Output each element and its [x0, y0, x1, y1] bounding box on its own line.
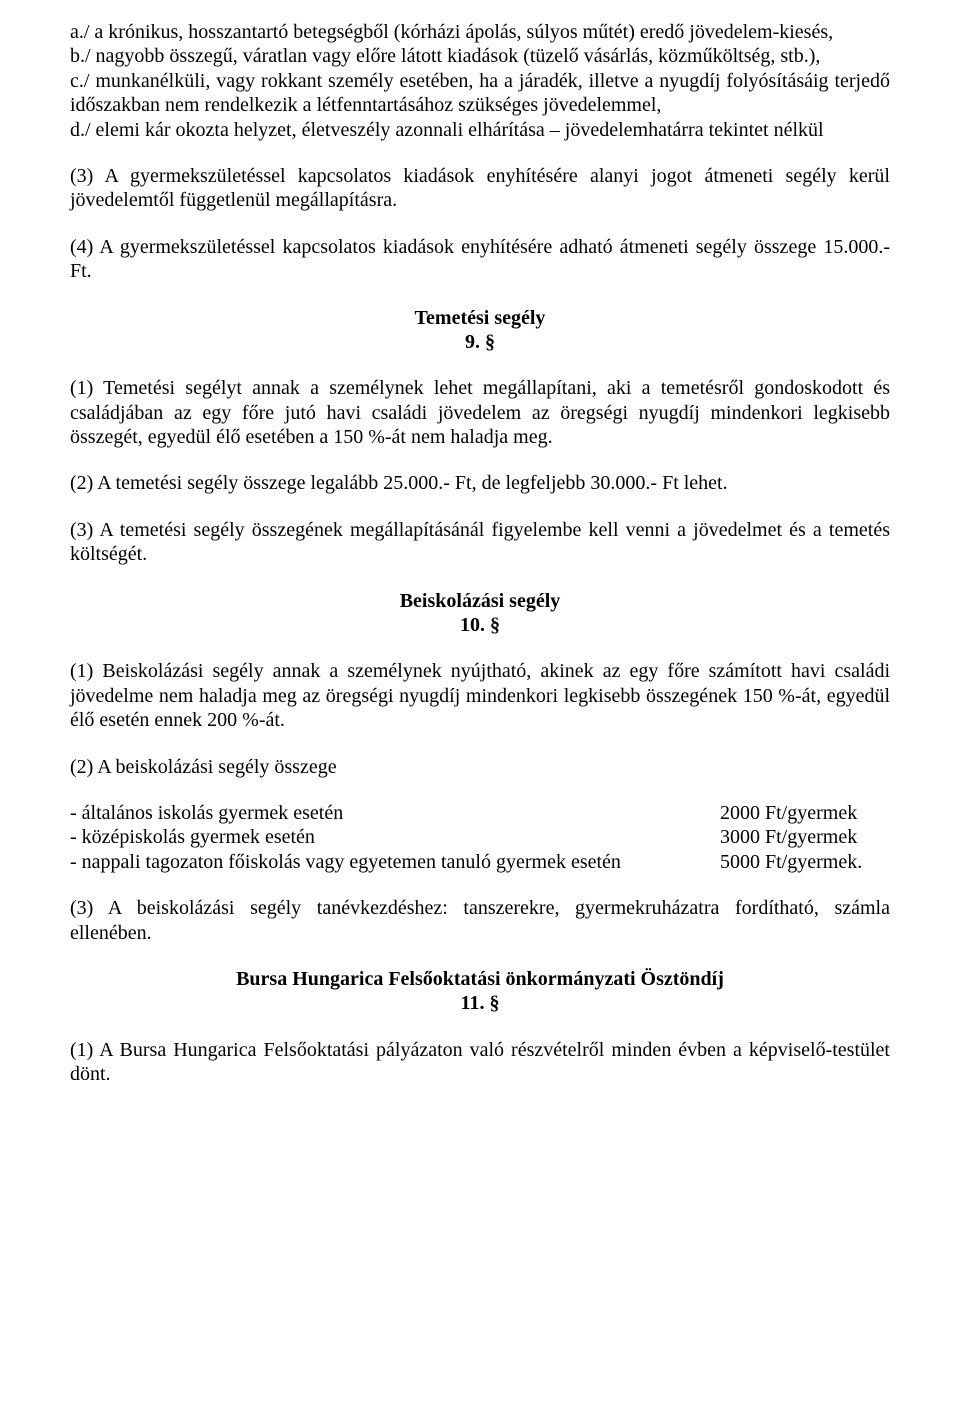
list-item-b: b./ nagyobb összegű, váratlan vagy előre…	[70, 44, 890, 68]
allowance-amount: 5000 Ft/gyermek.	[720, 850, 890, 874]
list-item-c: c./ munkanélküli, vagy rokkant személy e…	[70, 69, 890, 118]
paragraph-11-1: (1) A Bursa Hungarica Felsőoktatási pály…	[70, 1038, 890, 1087]
table-row: - középiskolás gyermek esetén 3000 Ft/gy…	[70, 825, 890, 849]
allowance-amount: 2000 Ft/gyermek	[720, 801, 890, 825]
paragraph-10-3: (3) A beiskolázási segély tanévkezdéshez…	[70, 896, 890, 945]
allowance-label: - nappali tagozaton főiskolás vagy egyet…	[70, 850, 720, 874]
table-row: - nappali tagozaton főiskolás vagy egyet…	[70, 850, 890, 874]
table-row: - általános iskolás gyermek esetén 2000 …	[70, 801, 890, 825]
paragraph-10-1: (1) Beiskolázási segély annak a személyn…	[70, 659, 890, 732]
paragraph-9-3: (3) A temetési segély összegének megálla…	[70, 518, 890, 567]
heading-temetesi: Temetési segély	[70, 306, 890, 330]
list-item-d: d./ elemi kár okozta helyzet, életveszél…	[70, 118, 890, 142]
section-9: 9. §	[70, 330, 890, 354]
paragraph-10-2: (2) A beiskolázási segély összege	[70, 755, 890, 779]
heading-bursa: Bursa Hungarica Felsőoktatási önkormányz…	[70, 967, 890, 991]
paragraph-9-1: (1) Temetési segélyt annak a személynek …	[70, 376, 890, 449]
allowance-label: - középiskolás gyermek esetén	[70, 825, 720, 849]
paragraph-4: (4) A gyermekszületéssel kapcsolatos kia…	[70, 235, 890, 284]
section-11: 11. §	[70, 991, 890, 1015]
paragraph-3: (3) A gyermekszületéssel kapcsolatos kia…	[70, 164, 890, 213]
document-page: a./ a krónikus, hosszantartó betegségből…	[0, 0, 960, 1412]
paragraph-9-2: (2) A temetési segély összege legalább 2…	[70, 471, 890, 495]
allowance-label: - általános iskolás gyermek esetén	[70, 801, 720, 825]
list-item-a: a./ a krónikus, hosszantartó betegségből…	[70, 20, 890, 44]
heading-beiskolazasi: Beiskolázási segély	[70, 589, 890, 613]
allowance-table: - általános iskolás gyermek esetén 2000 …	[70, 801, 890, 874]
section-10: 10. §	[70, 613, 890, 637]
allowance-amount: 3000 Ft/gyermek	[720, 825, 890, 849]
